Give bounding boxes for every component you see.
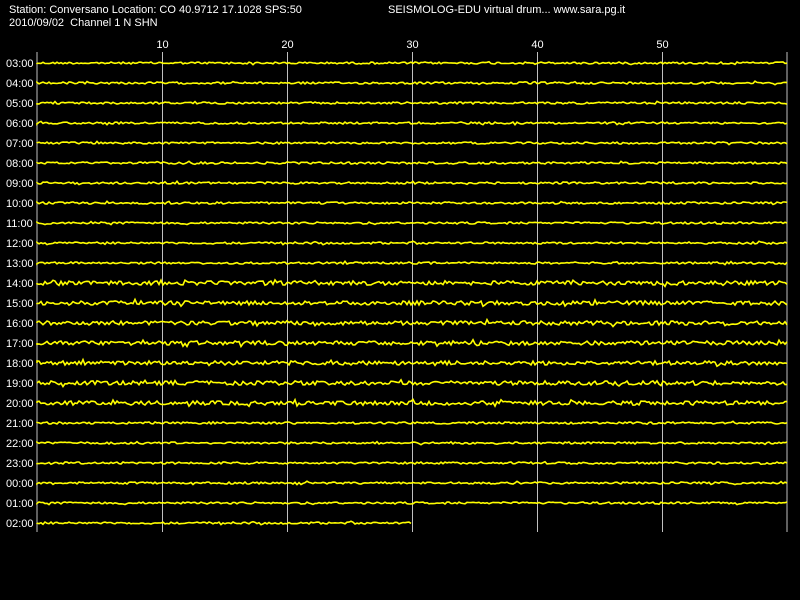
y-tick-label: 03:00 — [6, 58, 34, 70]
trace-line — [36, 120, 788, 127]
trace-line — [36, 100, 788, 106]
y-tick-label: 11:00 — [6, 218, 33, 230]
trace-line — [36, 297, 788, 308]
y-tick-label: 20:00 — [6, 398, 34, 410]
y-tick-label: 23:00 — [6, 458, 34, 470]
y-tick-label: 16:00 — [6, 318, 34, 330]
y-tick-label: 22:00 — [6, 438, 34, 450]
x-tick-label: 30 — [406, 39, 418, 51]
trace-line — [36, 200, 788, 206]
trace-line — [36, 220, 788, 226]
trace-line — [36, 180, 788, 186]
y-tick-label: 05:00 — [6, 98, 34, 110]
trace-line — [36, 480, 788, 486]
x-tick-label: 40 — [531, 39, 543, 51]
x-tick-label: 20 — [281, 39, 293, 51]
x-tick-label: 10 — [156, 39, 168, 51]
date-channel: 2010/09/02 Channel 1 N SHN — [9, 17, 158, 29]
y-tick-label: 10:00 — [6, 198, 34, 210]
trace-line — [36, 160, 788, 166]
trace-line — [36, 317, 788, 328]
app-info: SEISMOLOG-EDU virtual drum... www.sara.p… — [388, 4, 626, 16]
trace-line — [36, 397, 787, 408]
y-tick-label: 15:00 — [6, 298, 34, 310]
trace-line — [36, 140, 788, 146]
trace-line — [36, 378, 788, 388]
trace-line — [36, 278, 788, 288]
x-tick-label: 50 — [656, 39, 668, 51]
trace-line — [36, 259, 788, 266]
trace-line — [36, 338, 788, 349]
y-tick-label: 06:00 — [6, 118, 34, 130]
y-tick-label: 00:00 — [6, 478, 34, 490]
trace-line — [36, 60, 788, 66]
y-tick-label: 07:00 — [6, 138, 34, 150]
y-tick-label: 17:00 — [6, 338, 34, 350]
y-tick-label: 21:00 — [6, 418, 34, 430]
trace-line — [36, 80, 788, 86]
y-tick-label: 14:00 — [6, 278, 34, 290]
trace-line — [36, 460, 788, 466]
y-tick-label: 19:00 — [6, 378, 34, 390]
y-tick-label: 13:00 — [6, 258, 34, 270]
trace-line — [36, 440, 788, 446]
trace-line — [36, 420, 788, 426]
trace-line — [36, 520, 412, 526]
trace-line — [36, 501, 788, 506]
y-tick-label: 04:00 — [6, 78, 34, 90]
y-tick-label: 09:00 — [6, 178, 34, 190]
y-tick-label: 01:00 — [6, 498, 34, 510]
y-tick-label: 02:00 — [6, 518, 34, 530]
trace-line — [36, 357, 788, 368]
y-tick-label: 18:00 — [6, 358, 34, 370]
y-tick-label: 08:00 — [6, 158, 34, 170]
trace-line — [36, 240, 788, 246]
y-tick-label: 12:00 — [6, 238, 34, 250]
station-info: Station: Conversano Location: CO 40.9712… — [9, 4, 302, 16]
